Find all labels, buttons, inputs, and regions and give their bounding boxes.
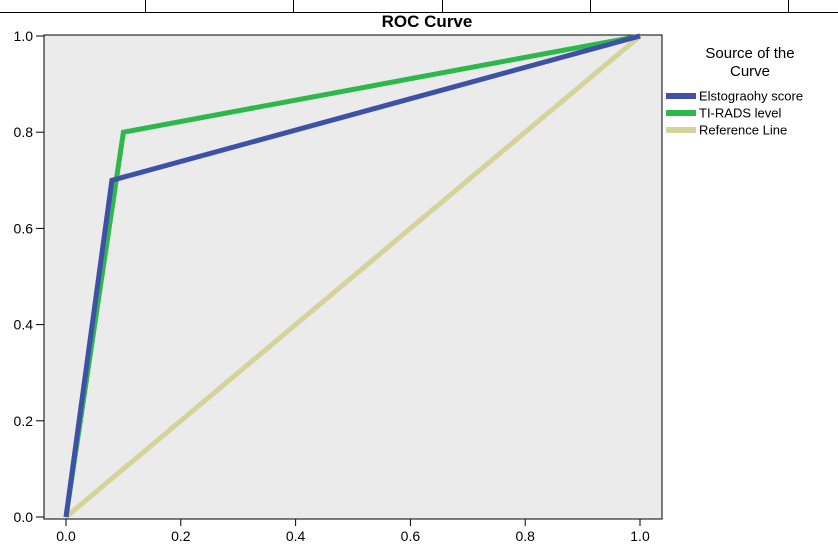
y-tick-label: 0.2 [14, 413, 34, 429]
y-tick-label: 1.0 [14, 28, 34, 44]
x-axis: 0.0 0.2 0.4 0.6 0.8 1.0 [56, 519, 650, 544]
x-tick-label: 0.6 [401, 528, 421, 544]
top-table-border [0, 0, 838, 13]
legend: Source of the Curve Elstograohy score TI-… [666, 45, 803, 138]
y-tick-label: 0.0 [14, 509, 34, 525]
series-line-reference-line [64, 34, 642, 519]
series-line-elstograohy-score [63, 33, 641, 518]
series-layer [63, 33, 642, 519]
legend-label-elstograohy-score: Elstograohy score [699, 89, 803, 104]
legend-label-reference-line: Reference Line [699, 123, 787, 138]
y-tick-label: 0.6 [14, 220, 34, 236]
legend-title-line-1: Source of the [705, 45, 794, 62]
x-tick-label: 0.2 [171, 528, 191, 544]
y-tick-label: 0.4 [14, 317, 34, 333]
x-tick-label: 0.0 [56, 528, 76, 544]
legend-label-ti-rads-level: TI-RADS level [699, 106, 781, 121]
legend-swatch-reference-line [666, 127, 696, 133]
x-tick-label: 0.8 [515, 528, 535, 544]
chart-title: ROC Curve [382, 12, 473, 31]
y-axis: 0.0 0.2 0.4 0.6 0.8 1.0 [14, 28, 44, 525]
legend-swatch-ti-rads-level [666, 110, 696, 116]
x-tick-label: 1.0 [630, 528, 650, 544]
legend-items: Elstograohy score TI-RADS level Reference … [666, 89, 803, 138]
legend-title-line-2: Curve [730, 63, 770, 80]
x-tick-label: 0.4 [286, 528, 306, 544]
legend-swatch-elstograohy-score [666, 93, 696, 99]
y-tick-label: 0.8 [14, 124, 34, 140]
